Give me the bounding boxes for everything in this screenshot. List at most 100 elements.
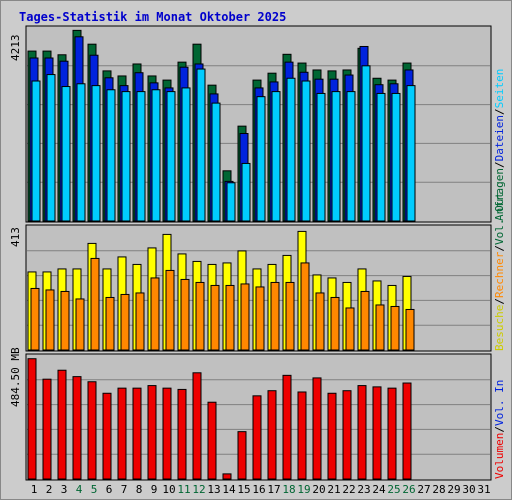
x-tick-day-14: 14 — [222, 483, 236, 496]
bottom-legend: Volumen/Vol. In — [493, 380, 506, 479]
middle-max-label: 413 — [9, 227, 22, 247]
legend-separator: / — [493, 108, 506, 115]
bar-marks — [27, 29, 416, 480]
top-seiten-bar-day-4 — [76, 83, 86, 222]
bottom-volumen-bar-day-13 — [207, 401, 217, 480]
top-seiten-bar-day-3 — [61, 86, 71, 222]
x-tick-day-25: 25 — [387, 483, 400, 496]
x-tick-day-23: 23 — [357, 483, 370, 496]
middle-rechner-bar-day-16 — [255, 286, 265, 351]
middle-rechner-bar-day-19 — [300, 262, 310, 351]
top-seiten-bar-day-1 — [31, 80, 41, 222]
middle-rechner-bar-day-21 — [330, 296, 340, 351]
x-tick-day-10: 10 — [162, 483, 175, 496]
x-tick-day-28: 28 — [432, 483, 445, 496]
legend-vol-out: Vol. Out — [493, 192, 506, 245]
top-seiten-bar-day-17 — [271, 91, 281, 222]
top-seiten-bar-day-2 — [46, 74, 56, 222]
x-tick-day-16: 16 — [252, 483, 265, 496]
middle-rechner-bar-day-23 — [360, 290, 370, 351]
top-seiten-bar-day-24 — [376, 92, 386, 222]
middle-rechner-bar-day-20 — [315, 292, 325, 351]
top-seiten-bar-day-7 — [121, 91, 131, 222]
bottom-volumen-bar-day-18 — [282, 374, 292, 480]
top-seiten-bar-day-25 — [391, 92, 401, 222]
x-tick-day-9: 9 — [151, 483, 158, 496]
top-max-label: 4213 — [9, 35, 22, 62]
x-tick-day-5: 5 — [91, 483, 98, 496]
middle-rechner-bar-day-4 — [75, 298, 85, 351]
x-tick-day-21: 21 — [327, 483, 340, 496]
bottom-volumen-bar-day-8 — [132, 387, 142, 480]
x-tick-day-26: 26 — [402, 483, 415, 496]
legend-dateien: Dateien — [493, 115, 506, 161]
bottom-volumen-bar-day-14 — [222, 473, 232, 480]
legend-anfragen: Anfragen — [493, 168, 506, 221]
x-tick-day-17: 17 — [267, 483, 280, 496]
x-tick-day-11: 11 — [177, 483, 190, 496]
middle-rechner-bar-day-1 — [30, 287, 40, 351]
x-tick-day-13: 13 — [207, 483, 220, 496]
top-seiten-bar-day-16 — [256, 96, 266, 222]
middle-rechner-bar-day-12 — [195, 281, 205, 351]
bottom-volumen-bar-day-21 — [327, 392, 337, 480]
bottom-volumen-bar-day-9 — [147, 385, 157, 480]
top-seiten-bar-day-18 — [286, 77, 296, 222]
bottom-volumen-bar-day-11 — [177, 388, 187, 480]
bottom-volumen-bar-day-20 — [312, 377, 322, 480]
middle-rechner-bar-day-3 — [60, 290, 70, 351]
legend-separator: / — [493, 298, 506, 305]
bottom-volumen-bar-day-23 — [357, 385, 367, 480]
bottom-volumen-bar-day-22 — [342, 390, 352, 480]
middle-legend: Besuche/Rechner/Vol. Out — [493, 192, 506, 351]
bottom-volumen-bar-day-7 — [117, 387, 127, 480]
top-seiten-bar-day-13 — [211, 102, 221, 222]
top-seiten-bar-day-12 — [196, 68, 206, 222]
top-seiten-bar-day-5 — [91, 85, 101, 222]
middle-rechner-bar-day-13 — [210, 284, 220, 351]
x-tick-day-6: 6 — [106, 483, 113, 496]
middle-rechner-bar-day-11 — [180, 278, 190, 351]
x-tick-day-12: 12 — [192, 483, 205, 496]
x-tick-day-7: 7 — [121, 483, 128, 496]
middle-rechner-bar-day-5 — [90, 257, 100, 351]
middle-rechner-bar-day-9 — [150, 277, 160, 351]
bottom-volumen-bar-day-3 — [57, 369, 67, 480]
x-tick-day-18: 18 — [282, 483, 295, 496]
x-tick-labels: 1 2 3 4 5 6 7 8 9 10 11 12 13 14 15 16 17 18 19 20 21 22 23 24 2… — [31, 483, 491, 496]
bottom-volumen-bar-day-16 — [252, 395, 262, 480]
legend-rechner: Rechner — [493, 251, 506, 298]
chart-title: Tages-Statistik im Monat Oktober 2025 — [19, 10, 286, 24]
bottom-volumen-bar-day-10 — [162, 387, 172, 480]
top-seiten-bar-day-8 — [136, 91, 146, 222]
legend-vol-in: Vol. In — [493, 380, 506, 426]
top-seiten-bar-day-26 — [406, 85, 416, 222]
middle-rechner-bar-day-2 — [45, 289, 55, 351]
bottom-volumen-bar-day-2 — [42, 378, 52, 480]
bottom-volumen-bar-day-17 — [267, 390, 277, 480]
middle-rechner-bar-day-25 — [390, 305, 400, 351]
bottom-volumen-bar-day-5 — [87, 381, 97, 480]
bottom-volumen-bar-day-19 — [297, 391, 307, 480]
middle-rechner-bar-day-15 — [240, 283, 250, 351]
bottom-volumen-bar-day-4 — [72, 376, 82, 480]
x-tick-day-22: 22 — [342, 483, 355, 496]
middle-rechner-bar-day-17 — [270, 281, 280, 351]
middle-rechner-bar-day-10 — [165, 269, 175, 351]
x-tick-day-8: 8 — [136, 483, 143, 496]
x-tick-day-3: 3 — [61, 483, 68, 496]
top-legend: Anfragen/Dateien/Seiten — [493, 69, 506, 221]
top-seiten-bar-day-21 — [331, 91, 341, 222]
x-tick-day-27: 27 — [417, 483, 430, 496]
top-seiten-bar-day-11 — [181, 87, 191, 222]
x-tick-day-1: 1 — [31, 483, 38, 496]
bottom-max-label: 484.50 MB — [9, 347, 22, 407]
bottom-volumen-bar-day-1 — [27, 358, 37, 480]
legend-separator: / — [493, 245, 506, 252]
middle-rechner-bar-day-14 — [225, 284, 235, 351]
bottom-volumen-bar-day-12 — [192, 372, 202, 480]
middle-rechner-bar-day-22 — [345, 307, 355, 351]
middle-rechner-bar-day-7 — [120, 293, 130, 351]
